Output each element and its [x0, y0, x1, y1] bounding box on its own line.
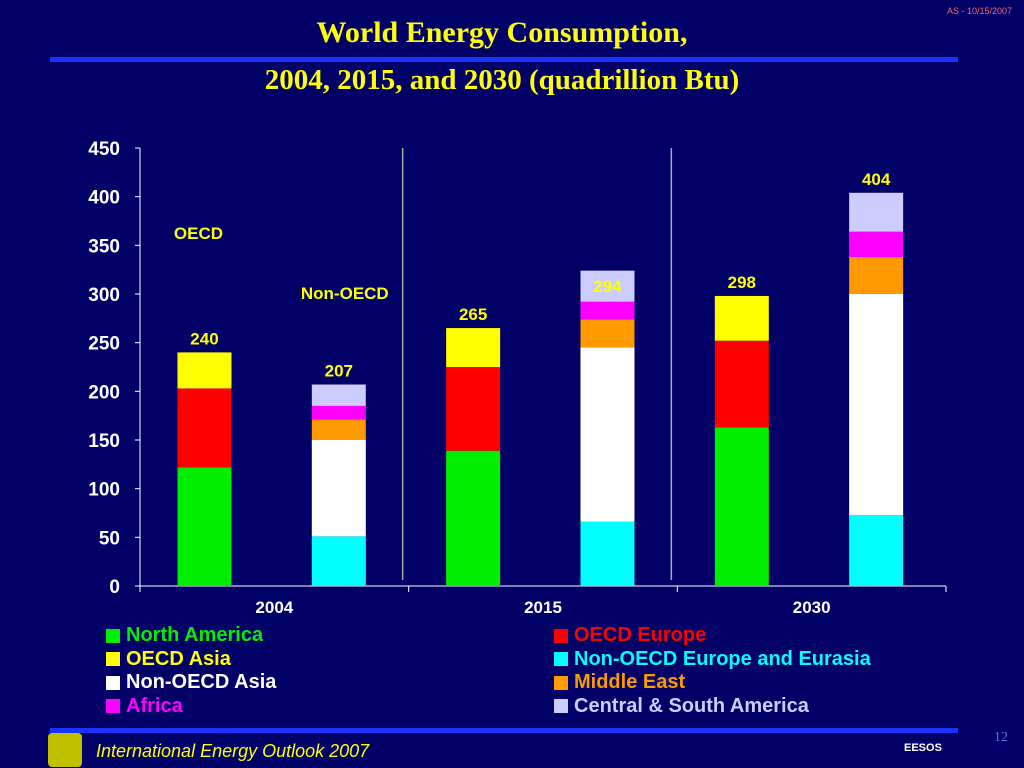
bar-segment	[311, 405, 366, 420]
bar-segment	[714, 427, 769, 586]
legend-item: OECD Europe	[554, 624, 871, 648]
bar-segment	[446, 367, 501, 451]
footer-source: International Energy Outlook 2007	[96, 741, 370, 761]
legend-swatch	[106, 675, 120, 690]
y-tick-label: 450	[88, 139, 120, 160]
legend-swatch	[106, 699, 120, 714]
bar-segment	[580, 347, 635, 522]
legend-item: Africa	[106, 695, 276, 719]
bar-total-label: 294	[593, 277, 622, 296]
y-tick-label: 0	[109, 577, 120, 598]
legend-item: OECD Asia	[106, 648, 276, 672]
legend-item: Middle East	[554, 671, 871, 695]
legend-item: Non-OECD Europe and Eurasia	[554, 648, 871, 672]
bar-segment	[311, 440, 366, 537]
bar-segment	[580, 319, 635, 348]
bar-total-label: 207	[325, 362, 353, 381]
legend-label: Non-OECD Asia	[126, 671, 277, 694]
legend-label: Middle East	[574, 671, 686, 694]
legend-swatch	[106, 652, 120, 667]
footer-divider	[50, 728, 958, 733]
footer-badge: EESOS	[904, 742, 942, 754]
slide-title-line2: 2004, 2015, and 2030 (quadrillion Btu)	[264, 64, 740, 96]
page-number: 12	[994, 730, 1008, 745]
bar-total-label: 240	[190, 329, 218, 348]
legend-left: North America OECD Asia Non-OECD Asia Afric…	[106, 624, 276, 718]
bar-segment	[580, 270, 635, 302]
legend-label: Africa	[126, 694, 183, 717]
legend-label: Central & South America	[574, 694, 809, 717]
x-tick-label: 2030	[793, 598, 831, 617]
x-tick-label: 2015	[524, 598, 562, 617]
bar-segment	[714, 295, 769, 341]
bar-segment	[177, 388, 232, 468]
bar-segment	[849, 192, 904, 232]
bar-segment	[446, 450, 501, 586]
bar-segment	[311, 536, 366, 586]
legend-swatch	[554, 628, 568, 643]
bar-segment	[177, 467, 232, 586]
bar-total-label: 265	[459, 305, 487, 324]
bar-segment	[580, 521, 635, 586]
legend-item: North America	[106, 624, 276, 648]
bar-segment	[849, 294, 904, 515]
annotation-oecd: OECD	[174, 224, 223, 243]
y-tick-label: 350	[88, 236, 120, 257]
legend-label: North America	[126, 624, 264, 647]
annotation-non-oecd: Non-OECD	[301, 284, 389, 303]
legend-swatch	[554, 699, 568, 714]
legend-item: Central & South America	[554, 695, 871, 719]
bar-segment	[311, 384, 366, 406]
energy-consumption-chart: 0 50 100 150 200 250 300 350 400 450 2004 2015 2030 2…	[88, 139, 947, 617]
corner-note: AS - 10/15/2007	[946, 6, 1012, 16]
bar-total-label: 404	[862, 170, 891, 189]
legend-label: OECD Asia	[126, 647, 231, 670]
title-divider	[50, 57, 958, 62]
bar-segment	[446, 328, 501, 367]
bar-segment	[849, 514, 904, 586]
bar-segment	[849, 231, 904, 258]
y-tick-label: 150	[88, 431, 120, 452]
bar-total-label: 298	[728, 273, 756, 292]
bar-segment	[580, 301, 635, 320]
eia-logo-icon	[48, 733, 82, 767]
y-tick-label: 250	[88, 334, 120, 355]
y-tick-label: 300	[88, 285, 120, 306]
y-tick-label: 100	[88, 480, 120, 501]
y-tick-label: 400	[88, 188, 120, 209]
legend-swatch	[554, 652, 568, 667]
legend-label: OECD Europe	[574, 624, 707, 647]
x-tick-label: 2004	[255, 598, 293, 617]
bar-segment	[177, 352, 232, 389]
legend-item: Non-OECD Asia	[106, 671, 276, 695]
bar-segment	[849, 257, 904, 294]
legend-label: Non-OECD Europe and Eurasia	[574, 647, 871, 670]
legend-right: OECD Europe Non-OECD Europe and Eurasia Mi…	[554, 624, 871, 718]
bar-segment	[714, 340, 769, 428]
y-tick-label: 50	[99, 528, 120, 549]
bar-segment	[311, 419, 366, 440]
legend-swatch	[106, 628, 120, 643]
y-tick-label: 200	[88, 382, 120, 403]
slide-title-line1: World Energy Consumption,	[316, 16, 688, 49]
legend-swatch	[554, 675, 568, 690]
